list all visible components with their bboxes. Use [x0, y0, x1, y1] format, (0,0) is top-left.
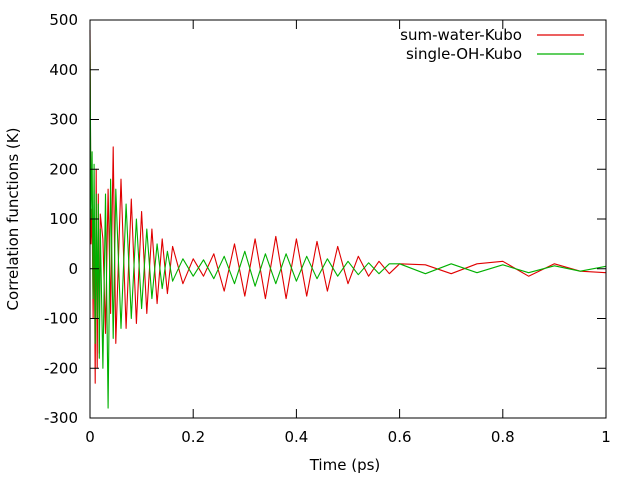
x-tick-label: 0.8 [491, 428, 515, 446]
legend-label-sum-water-kubo: sum-water-Kubo [400, 26, 522, 44]
y-axis-label: Correlation functions (K) [4, 128, 22, 311]
x-tick-label: 0.2 [181, 428, 205, 446]
series-line-sum-water-kubo [89, 29, 607, 384]
axis-ticks [89, 19, 607, 419]
y-tick-label: 200 [49, 160, 78, 178]
x-tick-label: 0.6 [388, 428, 412, 446]
y-tick-label: 400 [49, 61, 78, 79]
legend-label-single-oh-kubo: single-OH-Kubo [406, 45, 522, 63]
y-tick-label: -300 [44, 409, 78, 427]
y-tick-label: 300 [49, 111, 78, 129]
legend: sum-water-Kubo single-OH-Kubo [400, 26, 584, 63]
y-tick-label: 0 [68, 260, 78, 278]
x-tick-label: 0 [85, 428, 95, 446]
y-tick-label: -100 [44, 310, 78, 328]
series-line-single-oh-kubo [89, 39, 607, 409]
y-tick-label: 100 [49, 210, 78, 228]
y-tick-label: 500 [49, 11, 78, 29]
x-axis-label: Time (ps) [309, 456, 381, 474]
plot-lines [89, 29, 607, 409]
x-tick-label: 0.4 [284, 428, 308, 446]
plot-frame [89, 19, 607, 419]
axis-tick-labels: 0 0.2 0.4 0.6 0.8 1 -300 -200 -100 0 100 200 300 400 5… [44, 11, 611, 446]
x-tick-label: 1 [601, 428, 611, 446]
y-tick-label: -200 [44, 359, 78, 377]
